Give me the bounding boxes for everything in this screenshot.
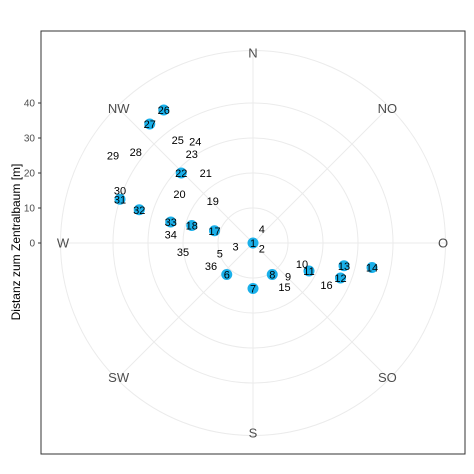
compass-label-no: NO (378, 101, 398, 116)
point-label: 6 (224, 270, 230, 282)
compass-label-s: S (249, 426, 258, 441)
point-label: 24 (189, 137, 201, 149)
grid-spoke (116, 242, 254, 380)
compass-label-w: W (57, 236, 70, 251)
compass-label-nw: NW (108, 101, 130, 116)
point-label: 12 (334, 273, 346, 285)
point-label: 18 (186, 221, 198, 233)
point-label: 22 (175, 168, 187, 180)
y-tick-label: 10 (24, 204, 36, 215)
point-marker (366, 262, 378, 273)
point-label: 31 (114, 194, 126, 206)
point-label: 9 (285, 271, 291, 283)
point-marker (133, 204, 145, 216)
point-label: 17 (208, 226, 220, 238)
point-label: 5 (217, 249, 223, 261)
point-label: 7 (250, 284, 256, 296)
point-marker (335, 272, 346, 284)
point-marker (114, 193, 126, 205)
point-marker (186, 220, 198, 231)
point-label: 28 (130, 147, 142, 159)
point-marker (338, 260, 350, 272)
point-label: 11 (303, 266, 314, 278)
point-label: 35 (177, 247, 189, 259)
point-label: 13 (338, 261, 350, 273)
point-label: 21 (200, 168, 212, 180)
point-label: 10 (296, 259, 308, 271)
point-label: 25 (172, 135, 184, 147)
polar-grid (60, 50, 446, 436)
point-marker (303, 265, 315, 277)
point-label: 32 (133, 205, 145, 217)
grid-spoke (252, 106, 390, 244)
point-label: 20 (173, 189, 185, 201)
point-label: 1 (250, 238, 256, 250)
compass-label-o: O (438, 236, 448, 251)
compass-label-n: N (248, 46, 257, 61)
grid-spoke (252, 242, 390, 380)
radial-axis-ticks: 0 10 20 30 40 (24, 99, 41, 250)
point-marker (209, 225, 220, 237)
y-tick-label: 40 (24, 99, 36, 110)
point-marker (158, 104, 170, 116)
point-label: 19 (207, 196, 219, 208)
point-label: 26 (158, 105, 170, 117)
y-tick-label: 20 (24, 169, 36, 180)
point-label: 15 (278, 282, 290, 294)
compass-label-sw: SW (108, 370, 130, 385)
point-label: 29 (107, 151, 119, 163)
compass-labels: N NO O SO S SW W NW (57, 46, 448, 441)
point-label: 2 (259, 243, 265, 255)
point-marker (221, 269, 233, 280)
point-label: 36 (205, 261, 217, 273)
point-label: 33 (165, 217, 177, 229)
point-label: 16 (320, 280, 332, 292)
point-label: 23 (186, 149, 198, 161)
point-label: 4 (259, 224, 265, 236)
point-marker (165, 216, 177, 228)
point-marker (247, 283, 259, 294)
y-tick-label: 0 (29, 239, 35, 250)
compass-label-so: SO (378, 370, 397, 385)
point-label: 8 (269, 270, 275, 282)
point-marker (247, 237, 259, 249)
point-label: 30 (114, 186, 126, 198)
point-marker (175, 167, 187, 179)
point-label: 27 (144, 119, 156, 131)
point-marker (144, 118, 156, 130)
y-axis-title: Distanz zum Zentralbaum [m] (9, 164, 23, 321)
point-label: 3 (232, 242, 238, 254)
point-label: 14 (366, 263, 378, 275)
point-marker (266, 269, 278, 280)
point-label: 34 (165, 229, 177, 241)
y-tick-label: 30 (24, 134, 36, 145)
